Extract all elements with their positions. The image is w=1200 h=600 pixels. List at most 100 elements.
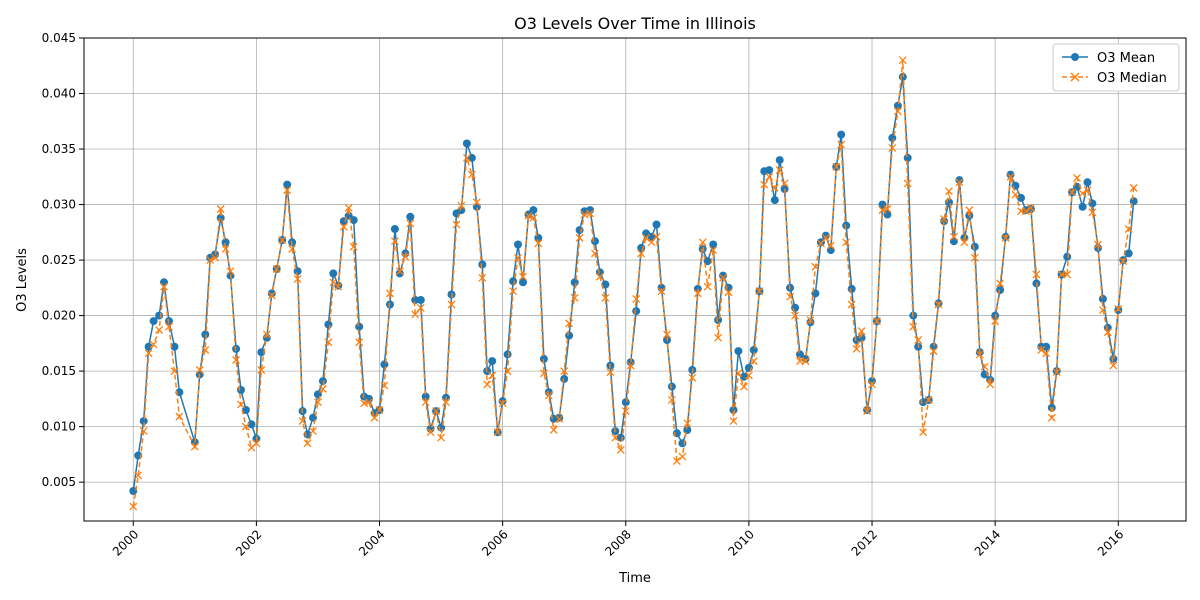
data-point (667, 382, 676, 391)
legend-mean-marker (1071, 53, 1079, 61)
data-point (775, 156, 784, 165)
data-point (832, 162, 841, 171)
data-point (519, 278, 527, 287)
data-point (955, 176, 964, 185)
data-point (919, 428, 928, 437)
data-point (826, 246, 835, 255)
data-point (488, 371, 497, 380)
data-point (970, 253, 979, 262)
data-point (539, 354, 548, 363)
data-point (775, 166, 784, 175)
chart-title: O3 Levels Over Time in Illinois (514, 14, 756, 33)
data-point (380, 381, 389, 390)
data-point (826, 241, 835, 250)
data-point (457, 201, 466, 210)
data-point (872, 317, 881, 326)
data-point (175, 412, 184, 421)
data-point (960, 238, 969, 247)
data-point (821, 233, 830, 242)
data-point (344, 203, 353, 212)
data-point (1006, 170, 1015, 179)
data-point (965, 206, 974, 215)
data-point (903, 179, 912, 188)
data-point (575, 233, 584, 242)
data-point (996, 279, 1005, 288)
data-point (139, 417, 148, 426)
data-point (672, 457, 681, 466)
data-point (693, 289, 702, 298)
data-point (160, 278, 168, 287)
data-point (842, 238, 851, 247)
data-point (657, 287, 666, 296)
data-point (493, 428, 502, 437)
data-point (811, 262, 820, 271)
data-point (232, 356, 241, 364)
data-point (221, 238, 230, 247)
data-point (478, 260, 487, 269)
data-point (313, 398, 322, 407)
data-point (514, 253, 522, 262)
data-point (949, 232, 958, 241)
data-point (201, 330, 210, 339)
data-point (432, 407, 441, 416)
data-point (518, 272, 527, 281)
data-point (221, 245, 230, 253)
data-point (278, 236, 287, 245)
data-point (575, 226, 584, 235)
data-point (749, 346, 758, 354)
data-point (893, 107, 902, 116)
data-point (257, 348, 266, 357)
data-point (652, 220, 661, 229)
x-axis-ticks: 2000 2002 2004 2006 2008 2010 2012 2014 2016 (110, 521, 1126, 559)
data-point (170, 342, 179, 351)
data-point (703, 282, 712, 291)
y-tick-label: 0.030 (42, 198, 76, 212)
data-point (155, 311, 164, 320)
y-tick-label: 0.035 (42, 142, 76, 156)
data-point (595, 268, 604, 277)
data-point (1052, 368, 1061, 377)
data-point (488, 357, 497, 366)
data-point (955, 178, 964, 187)
data-point (395, 267, 404, 276)
data-point (986, 380, 995, 389)
data-point (1114, 304, 1123, 313)
data-point (211, 253, 220, 262)
data-point (395, 269, 404, 278)
data-point (914, 336, 923, 344)
data-point (406, 212, 415, 221)
data-point (375, 406, 384, 414)
data-point (765, 166, 774, 175)
data-point (509, 287, 518, 296)
data-point (155, 326, 164, 334)
data-point (1109, 354, 1118, 363)
data-point (386, 289, 394, 298)
data-point (709, 240, 718, 249)
data-point (709, 246, 718, 255)
x-tick-label: 2000 (110, 527, 141, 558)
data-point (1109, 361, 1118, 370)
data-point (534, 239, 543, 248)
data-point (1073, 173, 1081, 182)
data-point (1021, 207, 1030, 216)
legend-median-marker (1070, 72, 1080, 82)
data-point (416, 303, 425, 312)
plot-frame (83, 37, 1187, 522)
data-point (719, 271, 727, 280)
legend-median-label: O3 Median (1097, 71, 1167, 86)
data-point (1042, 342, 1051, 351)
data-point (570, 278, 579, 287)
data-point (467, 170, 476, 179)
data-point (401, 252, 410, 261)
data-point (570, 293, 579, 302)
data-point (355, 338, 364, 347)
data-point (365, 398, 374, 407)
data-point (698, 238, 707, 247)
data-point (237, 386, 245, 394)
data-point (760, 180, 769, 189)
data-point (663, 330, 671, 339)
x-tick-label: 2004 (356, 527, 387, 558)
data-point (216, 205, 225, 213)
data-point (1129, 197, 1138, 206)
x-tick-label: 2016 (1095, 527, 1126, 558)
